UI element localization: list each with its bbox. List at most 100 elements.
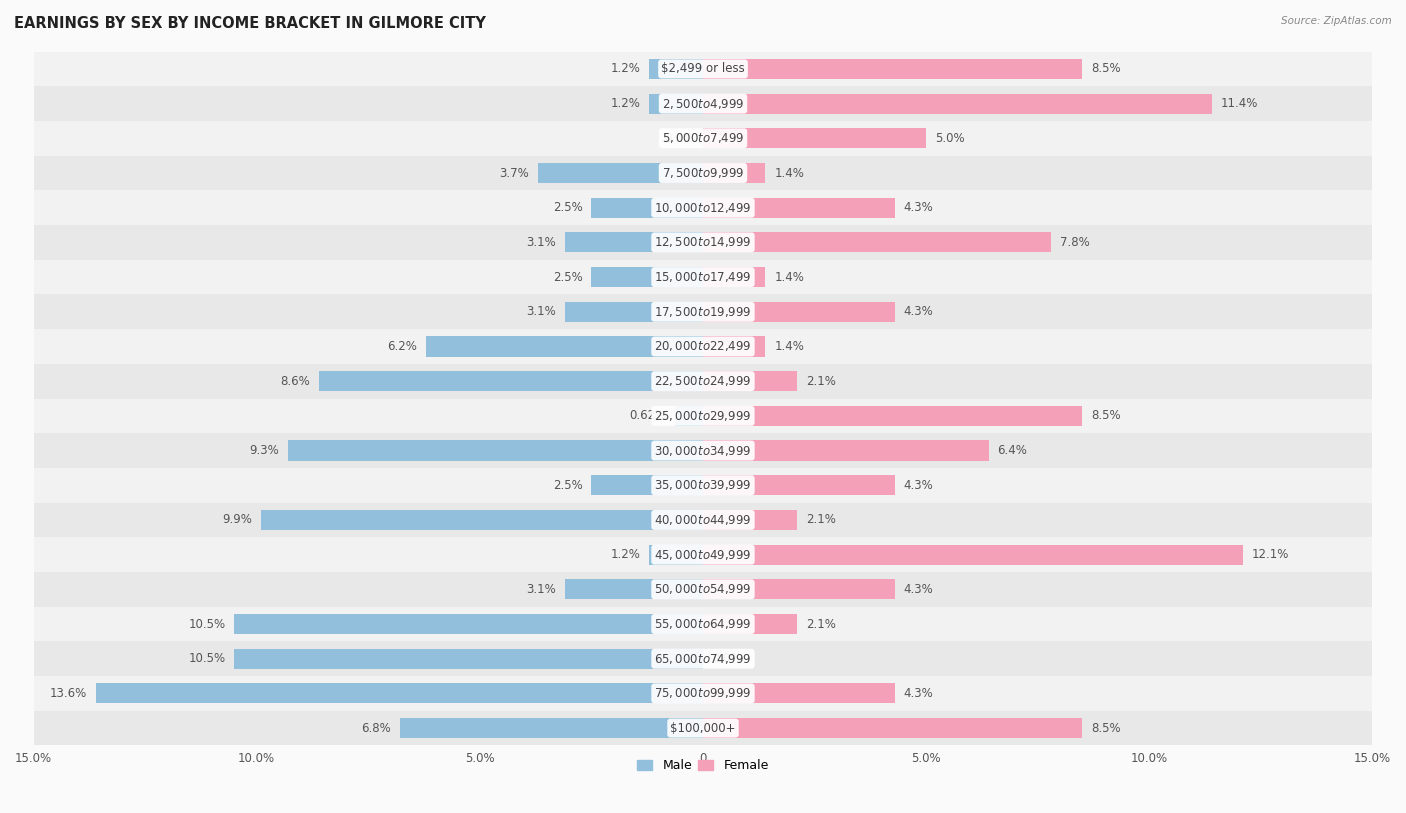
- Text: $10,000 to $12,499: $10,000 to $12,499: [654, 201, 752, 215]
- Text: 2.1%: 2.1%: [806, 514, 835, 527]
- Text: 10.5%: 10.5%: [188, 618, 225, 631]
- Text: 1.4%: 1.4%: [775, 340, 804, 353]
- Bar: [235, 614, 703, 634]
- Text: $15,000 to $17,499: $15,000 to $17,499: [654, 270, 752, 284]
- Bar: [34, 225, 1372, 259]
- Text: 8.5%: 8.5%: [1091, 722, 1121, 735]
- Text: 5.0%: 5.0%: [935, 132, 965, 145]
- Bar: [34, 711, 1372, 746]
- Bar: [703, 337, 765, 357]
- Text: 2.5%: 2.5%: [553, 201, 582, 214]
- Bar: [262, 510, 703, 530]
- Bar: [703, 267, 765, 287]
- Bar: [34, 468, 1372, 502]
- Bar: [703, 59, 1083, 79]
- Text: 2.5%: 2.5%: [553, 479, 582, 492]
- Bar: [34, 641, 1372, 676]
- Text: $2,500 to $4,999: $2,500 to $4,999: [662, 97, 744, 111]
- Bar: [34, 86, 1372, 121]
- Bar: [650, 59, 703, 79]
- Bar: [34, 398, 1372, 433]
- Text: $65,000 to $74,999: $65,000 to $74,999: [654, 652, 752, 666]
- Text: Source: ZipAtlas.com: Source: ZipAtlas.com: [1281, 16, 1392, 26]
- Text: $55,000 to $64,999: $55,000 to $64,999: [654, 617, 752, 631]
- Text: 8.5%: 8.5%: [1091, 63, 1121, 76]
- Text: 1.4%: 1.4%: [775, 167, 804, 180]
- Text: 10.5%: 10.5%: [188, 652, 225, 665]
- Text: $40,000 to $44,999: $40,000 to $44,999: [654, 513, 752, 527]
- Bar: [703, 302, 894, 322]
- Text: $2,499 or less: $2,499 or less: [661, 63, 745, 76]
- Bar: [34, 537, 1372, 572]
- Text: 4.3%: 4.3%: [904, 479, 934, 492]
- Text: 2.1%: 2.1%: [806, 375, 835, 388]
- Bar: [592, 475, 703, 495]
- Text: 2.1%: 2.1%: [806, 618, 835, 631]
- Text: $25,000 to $29,999: $25,000 to $29,999: [654, 409, 752, 423]
- Bar: [34, 121, 1372, 155]
- Text: 4.3%: 4.3%: [904, 201, 934, 214]
- Text: $5,000 to $7,499: $5,000 to $7,499: [662, 132, 744, 146]
- Bar: [34, 329, 1372, 363]
- Bar: [703, 614, 797, 634]
- Text: EARNINGS BY SEX BY INCOME BRACKET IN GILMORE CITY: EARNINGS BY SEX BY INCOME BRACKET IN GIL…: [14, 16, 486, 31]
- Text: 1.2%: 1.2%: [610, 548, 641, 561]
- Text: 8.5%: 8.5%: [1091, 410, 1121, 422]
- Text: 1.4%: 1.4%: [775, 271, 804, 284]
- Legend: Male, Female: Male, Female: [633, 754, 773, 777]
- Bar: [703, 510, 797, 530]
- Bar: [96, 684, 703, 703]
- Bar: [703, 545, 1243, 565]
- Text: 2.5%: 2.5%: [553, 271, 582, 284]
- Text: 4.3%: 4.3%: [904, 687, 934, 700]
- Bar: [703, 93, 1212, 114]
- Text: 6.4%: 6.4%: [997, 444, 1028, 457]
- Text: 13.6%: 13.6%: [49, 687, 87, 700]
- Text: $20,000 to $22,499: $20,000 to $22,499: [654, 340, 752, 354]
- Bar: [34, 606, 1372, 641]
- Text: $12,500 to $14,999: $12,500 to $14,999: [654, 236, 752, 250]
- Text: $7,500 to $9,999: $7,500 to $9,999: [662, 166, 744, 180]
- Text: $100,000+: $100,000+: [671, 722, 735, 735]
- Bar: [703, 684, 894, 703]
- Text: 12.1%: 12.1%: [1251, 548, 1289, 561]
- Text: $75,000 to $99,999: $75,000 to $99,999: [654, 686, 752, 700]
- Bar: [703, 406, 1083, 426]
- Text: 0.0%: 0.0%: [711, 652, 741, 665]
- Bar: [319, 371, 703, 391]
- Bar: [703, 198, 894, 218]
- Text: 3.1%: 3.1%: [526, 305, 555, 318]
- Bar: [592, 198, 703, 218]
- Bar: [34, 155, 1372, 190]
- Text: 4.3%: 4.3%: [904, 305, 934, 318]
- Bar: [538, 163, 703, 183]
- Bar: [235, 649, 703, 669]
- Bar: [34, 259, 1372, 294]
- Bar: [34, 502, 1372, 537]
- Bar: [34, 363, 1372, 398]
- Text: 6.8%: 6.8%: [361, 722, 391, 735]
- Bar: [703, 475, 894, 495]
- Bar: [703, 233, 1052, 253]
- Text: $17,500 to $19,999: $17,500 to $19,999: [654, 305, 752, 319]
- Text: 4.3%: 4.3%: [904, 583, 934, 596]
- Text: 3.1%: 3.1%: [526, 583, 555, 596]
- Text: 3.7%: 3.7%: [499, 167, 529, 180]
- Bar: [650, 93, 703, 114]
- Bar: [34, 51, 1372, 86]
- Bar: [565, 579, 703, 599]
- Text: 8.6%: 8.6%: [281, 375, 311, 388]
- Text: $35,000 to $39,999: $35,000 to $39,999: [654, 478, 752, 492]
- Bar: [34, 190, 1372, 225]
- Bar: [34, 572, 1372, 606]
- Bar: [703, 579, 894, 599]
- Bar: [592, 267, 703, 287]
- Bar: [703, 128, 927, 149]
- Text: 6.2%: 6.2%: [388, 340, 418, 353]
- Bar: [703, 441, 988, 461]
- Text: 0.62%: 0.62%: [628, 410, 666, 422]
- Bar: [34, 294, 1372, 329]
- Bar: [703, 163, 765, 183]
- Text: 0.0%: 0.0%: [665, 132, 695, 145]
- Text: $45,000 to $49,999: $45,000 to $49,999: [654, 548, 752, 562]
